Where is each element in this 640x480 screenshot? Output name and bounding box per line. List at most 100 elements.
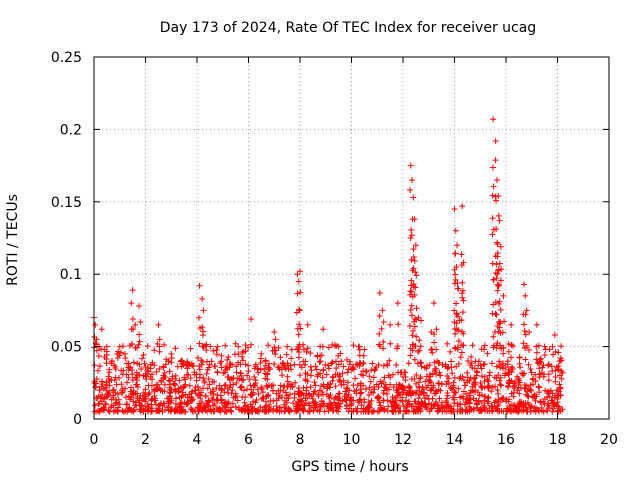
data-point (549, 343, 556, 350)
data-point (408, 227, 415, 234)
data-point (455, 385, 462, 392)
data-point (430, 300, 437, 307)
data-point (451, 307, 458, 314)
data-point (332, 342, 339, 349)
data-point (501, 318, 508, 325)
data-point (524, 399, 531, 406)
data-point (500, 344, 507, 351)
data-point (265, 366, 272, 373)
data-point (454, 242, 461, 249)
data-point (210, 402, 217, 409)
data-point (558, 368, 565, 375)
data-point (161, 381, 168, 388)
data-point (452, 250, 459, 257)
data-point (130, 325, 137, 332)
data-point (368, 389, 375, 396)
data-point (103, 381, 110, 388)
data-point (314, 353, 321, 360)
data-point (495, 401, 502, 408)
data-point (265, 382, 272, 389)
data-point (344, 369, 351, 376)
data-point (129, 371, 136, 378)
data-point (490, 276, 497, 283)
data-point (408, 375, 415, 382)
data-point (457, 374, 464, 381)
data-point (345, 392, 352, 399)
data-point (380, 318, 387, 325)
data-point (327, 392, 334, 399)
data-point (222, 399, 229, 406)
data-point (325, 365, 332, 372)
data-point (496, 217, 503, 224)
data-point (116, 401, 123, 408)
data-point (387, 374, 394, 381)
data-point (181, 374, 188, 381)
data-point (201, 379, 208, 386)
data-point (548, 363, 555, 370)
data-point (294, 405, 301, 412)
data-point (413, 408, 420, 415)
data-point (129, 316, 136, 323)
data-point (557, 408, 564, 415)
data-point (132, 344, 139, 351)
data-point (218, 352, 225, 359)
data-point (555, 366, 562, 373)
data-point (320, 402, 327, 409)
data-point (161, 400, 168, 407)
data-point (555, 349, 562, 356)
data-point (314, 407, 321, 414)
data-point (357, 360, 364, 367)
data-point (290, 400, 297, 407)
data-point (469, 364, 476, 371)
data-point (239, 377, 246, 384)
data-point (296, 306, 303, 313)
data-point (199, 343, 206, 350)
data-point (240, 376, 247, 383)
data-point (140, 406, 147, 413)
data-point (493, 344, 500, 351)
data-point (278, 366, 285, 373)
data-point (166, 394, 173, 401)
data-point (116, 352, 123, 359)
data-point (437, 387, 444, 394)
data-point (222, 342, 229, 349)
data-point (464, 374, 471, 381)
data-point (550, 351, 557, 358)
data-point (496, 260, 503, 267)
data-point (453, 300, 460, 307)
data-point (109, 387, 116, 394)
data-point (272, 336, 279, 343)
x-tick-label: 20 (600, 432, 618, 448)
data-point (450, 382, 457, 389)
data-point (552, 367, 559, 374)
data-point (411, 291, 418, 298)
data-point (257, 366, 264, 373)
data-point (506, 380, 513, 387)
data-point (92, 321, 99, 328)
data-point (205, 376, 212, 383)
data-point (492, 137, 499, 144)
data-point (225, 354, 232, 361)
data-point (239, 357, 246, 364)
data-point (423, 365, 430, 372)
data-point (140, 352, 147, 359)
data-point (110, 386, 117, 393)
data-point (496, 298, 503, 305)
y-axis-label: ROTI / TECUs (5, 194, 21, 286)
data-point (307, 372, 314, 379)
data-point (412, 390, 419, 397)
data-point (478, 383, 485, 390)
data-point (459, 406, 466, 413)
data-point (128, 390, 135, 397)
data-point (295, 354, 302, 361)
data-point (182, 391, 189, 398)
data-point (276, 404, 283, 411)
data-point (144, 343, 151, 350)
data-point (506, 369, 513, 376)
data-point (166, 368, 173, 375)
data-point (413, 305, 420, 312)
data-point (396, 381, 403, 388)
data-point (384, 361, 391, 368)
data-point (135, 341, 142, 348)
data-point (408, 288, 415, 295)
